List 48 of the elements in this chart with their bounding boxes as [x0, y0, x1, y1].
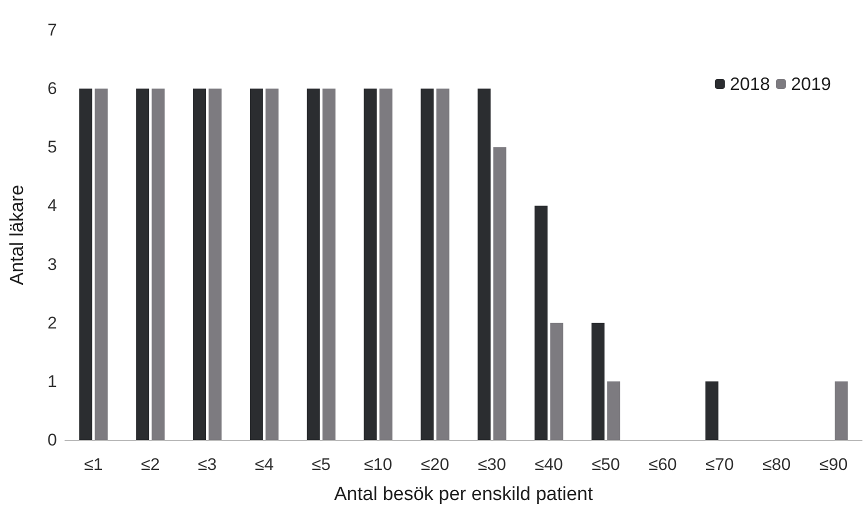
bar	[250, 88, 263, 440]
bar	[364, 88, 377, 440]
legend-label: 2019	[790, 74, 832, 94]
y-tick-label: 3	[48, 254, 57, 274]
bar	[79, 88, 92, 440]
y-tick-label: 7	[48, 20, 57, 40]
bar	[420, 88, 434, 440]
y-tick-label: 2	[48, 313, 57, 332]
x-tick-label: ≤1	[84, 455, 103, 474]
bar	[322, 88, 336, 440]
x-tick-label: ≤70	[706, 455, 734, 474]
y-tick-label: 4	[48, 196, 57, 216]
y-tick-label: 1	[48, 372, 57, 391]
x-tick-label: ≤20	[420, 455, 450, 474]
x-tick-label: ≤30	[478, 455, 506, 474]
bar	[834, 381, 848, 440]
bar	[306, 88, 320, 440]
bar	[550, 322, 564, 440]
x-tick-label: ≤40	[534, 455, 564, 474]
x-tick-label: ≤3	[198, 455, 217, 474]
bar	[478, 88, 491, 440]
legend-label: 2018	[730, 74, 770, 94]
bar	[493, 147, 506, 440]
bar	[436, 88, 450, 440]
x-tick-label: ≤5	[312, 455, 331, 474]
y-tick-label: 6	[48, 79, 57, 98]
bar	[94, 88, 108, 440]
bar	[208, 88, 222, 440]
x-axis-title: Antal besök per enskild patient	[334, 484, 594, 505]
x-tick-label: ≤90	[819, 455, 848, 474]
bar	[705, 381, 718, 440]
x-tick-label: ≤50	[592, 455, 620, 474]
x-tick-label: ≤4	[254, 455, 274, 474]
bar	[193, 88, 206, 440]
x-tick-label: ≤2	[140, 455, 160, 474]
bar	[136, 88, 150, 440]
bar	[592, 322, 605, 440]
x-tick-label: ≤10	[364, 455, 392, 474]
y-tick-label: 5	[48, 138, 57, 157]
x-tick-label: ≤80	[762, 455, 791, 474]
bar	[379, 88, 392, 440]
y-tick-label: 0	[48, 430, 57, 450]
bar	[607, 381, 620, 440]
x-tick-label: ≤60	[648, 455, 677, 474]
bar	[534, 206, 548, 440]
bar	[266, 88, 279, 440]
bar	[152, 88, 165, 440]
y-axis-title: Antal läkare	[7, 184, 28, 286]
